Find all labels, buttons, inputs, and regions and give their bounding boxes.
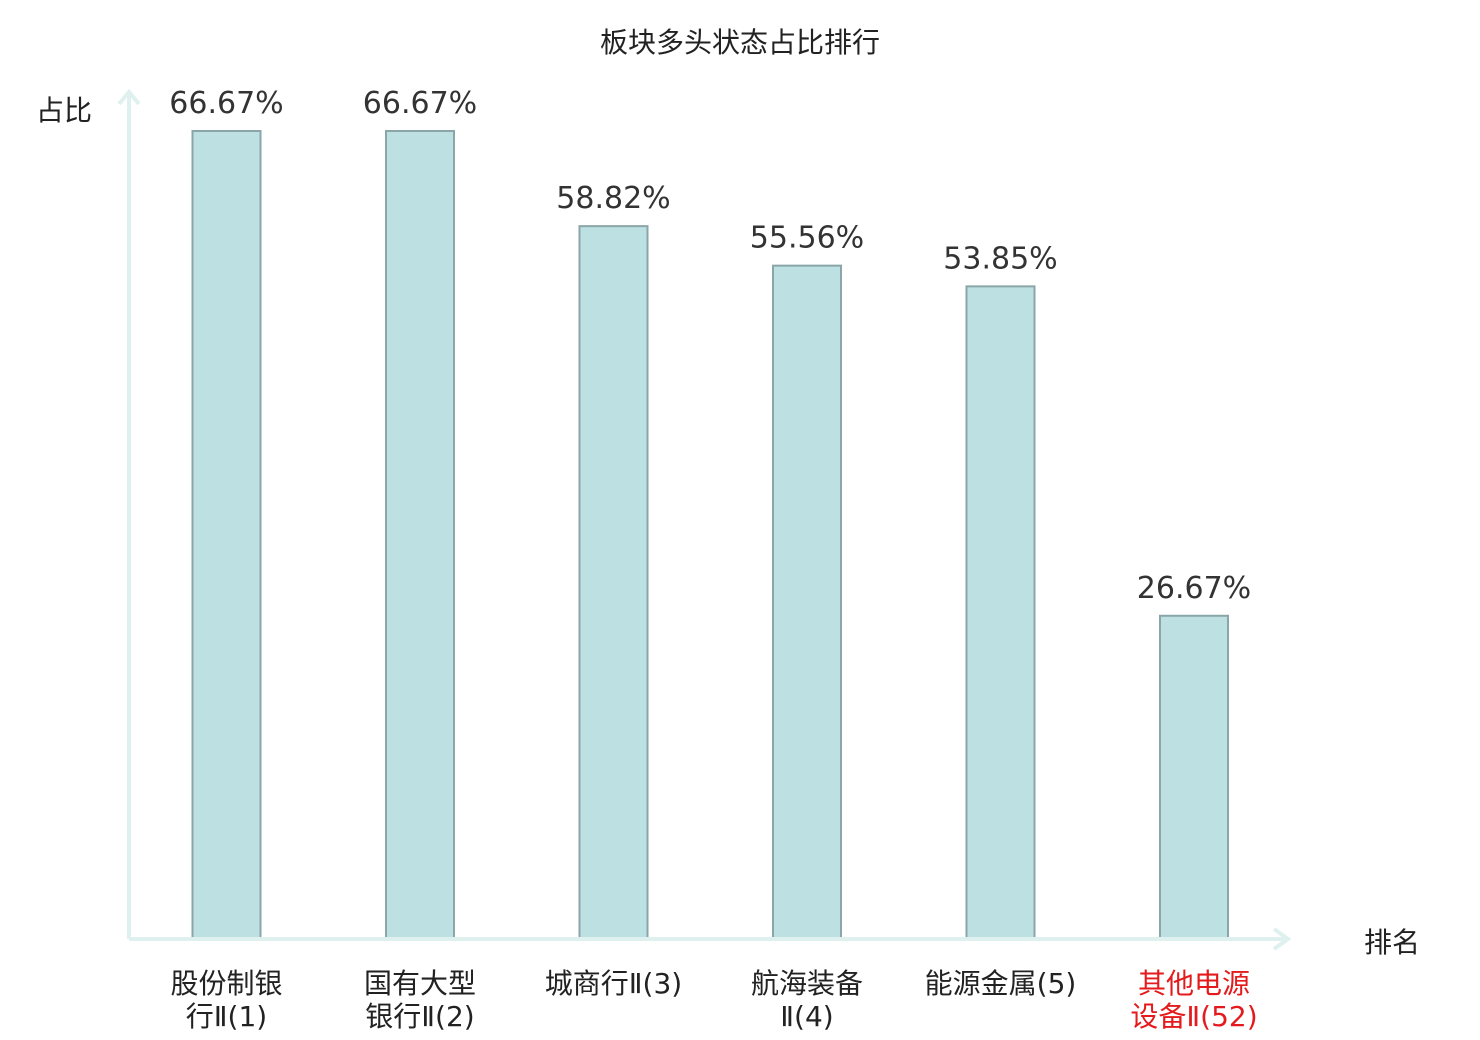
bar-1 <box>191 130 262 940</box>
category-label-6-line-2: 设备Ⅱ(52) <box>1130 1000 1257 1033</box>
x-axis-label: 排名 <box>1364 926 1420 959</box>
value-label-3: 58.82% <box>556 181 670 216</box>
chart-title: 板块多头状态占比排行 <box>600 26 880 59</box>
category-label-4-line-1: 航海装备 <box>751 967 863 1000</box>
axes <box>117 88 1292 951</box>
x-axis-arrow <box>1272 927 1292 951</box>
value-labels-group: 66.67% 66.67% 58.82% 55.56% 53.85% 26.67% <box>169 86 1251 606</box>
category-label-2-line-1: 国有大型 <box>364 967 476 1000</box>
y-axis-arrow <box>117 88 141 106</box>
category-label-3-line-1: 城商行Ⅱ(3) <box>545 967 682 1000</box>
value-label-6: 26.67% <box>1137 571 1251 606</box>
value-label-5: 53.85% <box>943 241 1057 276</box>
bar-2 <box>385 130 455 940</box>
bar-3 <box>578 225 649 940</box>
category-label-6-line-1: 其他电源 <box>1138 967 1250 1000</box>
category-label-1-line-2: 行Ⅱ(1) <box>186 1000 267 1033</box>
category-label-5-line-1: 能源金属(5) <box>925 967 1077 1000</box>
value-label-2: 66.67% <box>363 86 477 121</box>
y-axis-label: 占比 <box>36 94 92 127</box>
category-label-1-line-1: 股份制银 <box>170 967 282 1000</box>
category-label-4-line-2: Ⅱ(4) <box>780 1000 833 1033</box>
category-label-2-line-2: 银行Ⅱ(2) <box>365 1000 474 1033</box>
bars-group <box>191 130 1229 941</box>
bar-5 <box>965 285 1036 941</box>
value-label-1: 66.67% <box>169 86 283 121</box>
bar-4 <box>772 264 842 940</box>
bar-6 <box>1159 614 1229 940</box>
value-label-4: 55.56% <box>750 221 864 256</box>
